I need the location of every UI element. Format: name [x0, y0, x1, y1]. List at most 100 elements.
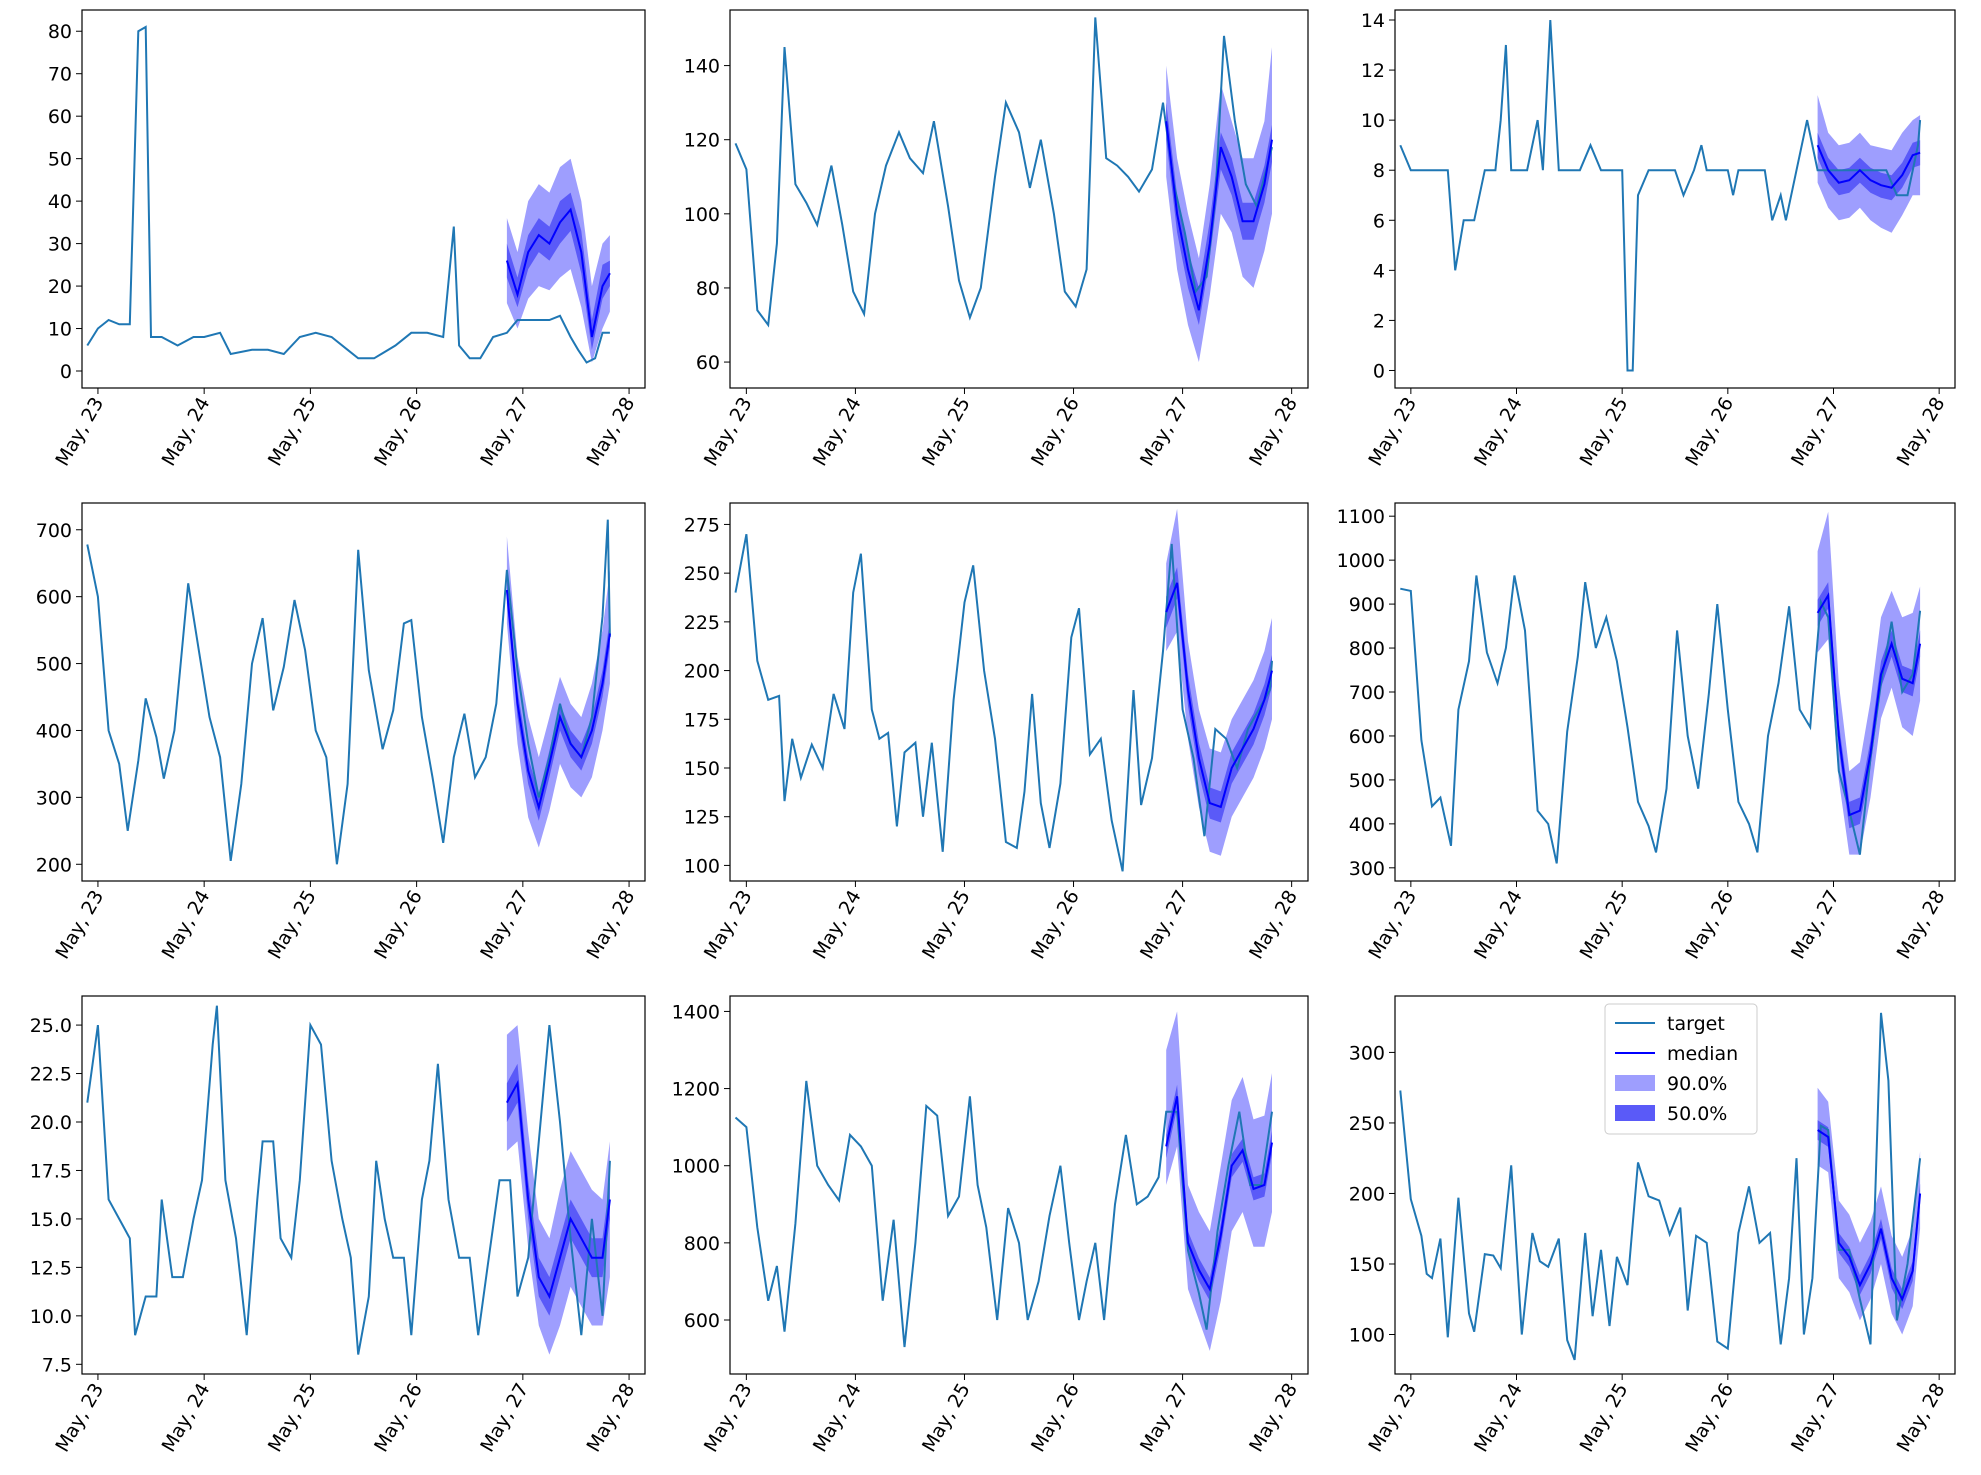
y-tick-label: 10.0 — [30, 1306, 72, 1328]
band-90 — [506, 158, 610, 363]
y-tick-label: 300 — [36, 787, 72, 809]
x-tick-label: May, 25 — [1576, 1380, 1633, 1456]
x-tick-label: May, 23 — [51, 1380, 108, 1456]
x-tick-label: May, 27 — [476, 1380, 533, 1456]
y-tick-label: 400 — [36, 720, 72, 742]
y-tick-label: 15.0 — [30, 1209, 72, 1231]
y-tick-label: 150 — [684, 758, 720, 780]
x-tick-label: May, 24 — [809, 394, 866, 470]
x-tick-label: May, 27 — [476, 394, 533, 470]
y-tick-label: 4 — [1373, 260, 1385, 282]
target-line — [734, 17, 1273, 328]
y-tick-label: 250 — [684, 563, 720, 585]
median-line — [1816, 592, 1922, 817]
x-tick-label: May, 24 — [158, 1380, 215, 1456]
y-tick-label: 500 — [36, 654, 72, 676]
y-tick-label: 10 — [48, 319, 72, 341]
y-tick-label: 700 — [1349, 682, 1385, 704]
x-tick-label: May, 28 — [583, 1380, 640, 1456]
x-tick-label: May, 28 — [1893, 887, 1950, 963]
band-90 — [1817, 95, 1921, 233]
legend-swatch-band — [1615, 1075, 1655, 1091]
subplot-6: 300 400 500 600 700 800 900 1000 1100 May, 23 May,… — [1337, 502, 1956, 963]
axes-frame — [81, 9, 646, 389]
axes-frame — [729, 995, 1309, 1375]
x-tick-label: May, 26 — [1681, 1380, 1738, 1456]
plot-area — [86, 1005, 611, 1355]
y-tick-label: 2 — [1373, 310, 1385, 332]
x-tick-label: May, 24 — [158, 887, 215, 963]
x-tick-label: May, 23 — [700, 1380, 757, 1456]
x-tick-label: May, 25 — [264, 887, 321, 963]
x-tick-label: May, 27 — [1787, 394, 1844, 470]
legend-label: 50.0% — [1667, 1103, 1727, 1125]
y-tick-label: 30 — [48, 234, 72, 256]
band-50 — [1166, 1084, 1272, 1301]
x-tick-label: May, 24 — [809, 1380, 866, 1456]
y-tick-label: 125 — [684, 807, 720, 829]
y-tick-label: 300 — [1349, 858, 1385, 880]
x-tick-label: May, 24 — [809, 887, 866, 963]
median-line — [505, 207, 611, 338]
median-line — [1165, 582, 1273, 809]
y-tick-label: 20 — [48, 276, 72, 298]
x-tick-label: May, 23 — [1364, 394, 1421, 470]
band-50 — [1166, 102, 1272, 325]
y-tick-label: 200 — [36, 854, 72, 876]
x-tick-label: May, 23 — [700, 394, 757, 470]
target-line — [86, 25, 610, 364]
y-tick-label: 20.0 — [30, 1112, 72, 1134]
x-tick-label: May, 25 — [918, 394, 975, 470]
y-tick-label: 14 — [1361, 10, 1385, 32]
x-tick-label: May, 23 — [700, 887, 757, 963]
y-tick-label: 70 — [48, 64, 72, 86]
x-tick-label: May, 28 — [1893, 394, 1950, 470]
y-tick-label: 800 — [1349, 638, 1385, 660]
x-tick-label: May, 26 — [1027, 394, 1084, 470]
y-tick-label: 700 — [36, 520, 72, 542]
median-line — [505, 589, 611, 812]
plot-area — [1399, 1012, 1922, 1361]
y-tick-label: 25.0 — [30, 1015, 72, 1037]
y-tick-label: 900 — [1349, 594, 1385, 616]
x-tick-label: May, 25 — [264, 394, 321, 470]
target-line — [1399, 1012, 1922, 1361]
plot-area — [1400, 511, 1922, 864]
x-tick-label: May, 27 — [1136, 887, 1193, 963]
x-tick-label: May, 23 — [51, 394, 108, 470]
target-line — [86, 1005, 611, 1355]
x-tick-label: May, 28 — [1245, 1380, 1302, 1456]
legend-swatch-band — [1615, 1105, 1655, 1121]
plot-area — [1399, 19, 1922, 372]
x-tick-label: May, 27 — [1787, 1380, 1844, 1456]
y-tick-label: 250 — [1349, 1113, 1385, 1135]
y-tick-label: 200 — [1349, 1183, 1385, 1205]
x-tick-label: May, 28 — [583, 887, 640, 963]
y-tick-label: 60 — [696, 352, 720, 374]
y-tick-label: 100 — [684, 204, 720, 226]
y-tick-label: 12 — [1361, 60, 1385, 82]
band-50 — [1166, 567, 1272, 823]
y-tick-label: 100 — [684, 855, 720, 877]
y-tick-label: 1100 — [1337, 506, 1385, 528]
y-tick-label: 50 — [48, 149, 72, 171]
median-line — [1817, 1129, 1922, 1302]
y-tick-label: 400 — [1349, 814, 1385, 836]
band-50 — [506, 576, 610, 821]
y-tick-label: 7.5 — [42, 1354, 72, 1376]
x-tick-label: May, 26 — [1027, 887, 1084, 963]
y-tick-label: 140 — [684, 56, 720, 78]
x-tick-label: May, 26 — [1681, 394, 1738, 470]
y-tick-label: 150 — [1349, 1254, 1385, 1276]
y-tick-label: 300 — [1349, 1042, 1385, 1064]
median-line — [1816, 144, 1921, 189]
band-90 — [506, 1025, 610, 1355]
target-line — [1399, 19, 1922, 372]
y-tick-label: 1000 — [672, 1156, 720, 1178]
x-tick-label: May, 23 — [1364, 887, 1421, 963]
x-tick-label: May, 26 — [370, 1380, 427, 1456]
axes-frame — [81, 995, 646, 1375]
x-tick-label: May, 24 — [158, 394, 215, 470]
x-tick-label: May, 25 — [264, 1380, 321, 1456]
